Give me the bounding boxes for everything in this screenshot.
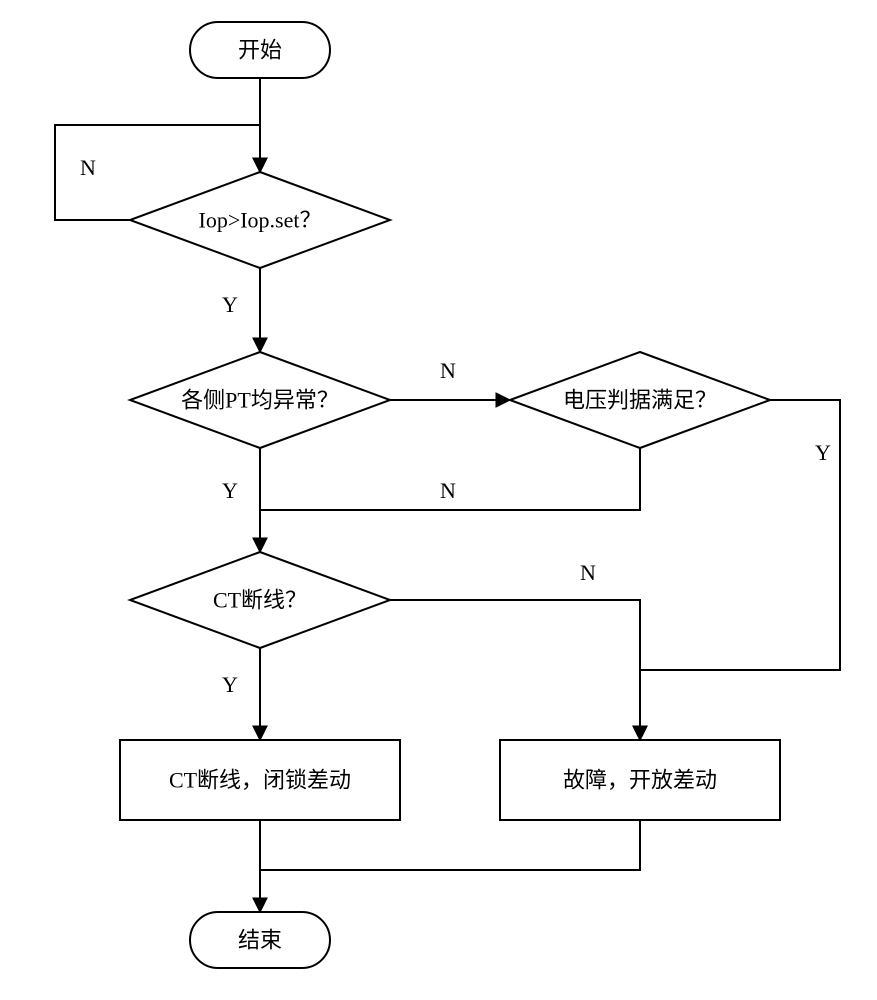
edge-label-4: Y [222, 478, 238, 503]
edge-label-6: Y [815, 440, 831, 465]
node-p_fault: 故障，开放差动 [500, 740, 780, 820]
node-label-d_volt: 电压判据满足？ [563, 388, 717, 413]
edge-10 [260, 820, 640, 870]
edge-label-7: Y [222, 672, 238, 697]
node-d_volt: 电压判据满足？ [510, 352, 770, 448]
edge-8 [390, 600, 640, 740]
edge-label-8: N [580, 560, 596, 585]
node-d_ct: CT断线？ [130, 552, 390, 648]
node-label-end: 结束 [238, 928, 282, 953]
node-label-p_fault: 故障，开放差动 [563, 768, 717, 793]
node-label-d_iop: Iop>Iop.set？ [199, 208, 322, 233]
edge-label-3: N [440, 358, 456, 383]
node-p_block: CT断线，闭锁差动 [120, 740, 400, 820]
node-label-d_ct: CT断线？ [213, 588, 307, 613]
edge-label-1: N [80, 155, 96, 180]
edge-label-2: Y [222, 292, 238, 317]
node-d_pt: 各侧PT均异常？ [130, 352, 390, 448]
flowchart-svg: N Y N Y N Y Y N 开始 Iop>Iop.set？ 各侧PT均异常？ 电压判据满足？ CT断… [0, 0, 877, 1000]
node-d_iop: Iop>Iop.set？ [130, 172, 390, 268]
edge-6 [640, 400, 840, 740]
node-end: 结束 [190, 912, 330, 968]
edge-label-5: N [440, 478, 456, 503]
node-label-start: 开始 [238, 38, 282, 63]
node-label-p_block: CT断线，闭锁差动 [169, 768, 351, 793]
node-label-d_pt: 各侧PT均异常？ [181, 388, 339, 413]
node-start: 开始 [190, 22, 330, 78]
